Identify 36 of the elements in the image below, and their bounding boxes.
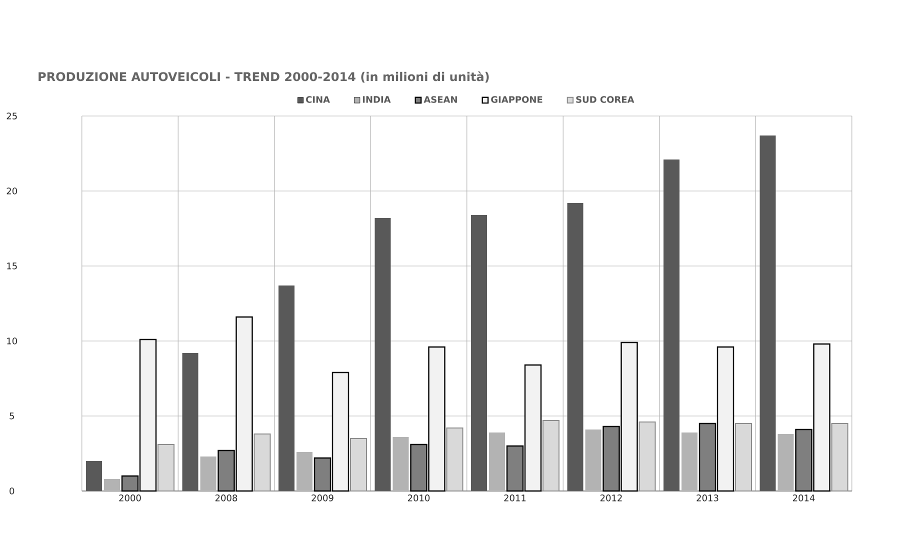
bar: [682, 432, 698, 491]
legend-label: INDIA: [362, 96, 391, 103]
bar: [664, 159, 680, 491]
x-tick-label: 2012: [600, 494, 622, 502]
legend-label: GIAPPONE: [491, 96, 542, 103]
legend-label: SUD COREA: [576, 96, 634, 103]
y-tick-label: 20: [6, 188, 18, 194]
bar: [778, 434, 794, 491]
bar: [471, 214, 488, 491]
bar: [567, 203, 584, 491]
x-tick-label: 2000: [119, 494, 141, 502]
bar: [374, 218, 391, 491]
bar: [392, 437, 409, 491]
y-tick-label: 5: [10, 412, 14, 420]
x-tick-label: 2010: [408, 494, 430, 502]
x-tick-label: 2009: [312, 494, 334, 502]
bar: [278, 286, 295, 491]
bar: [200, 456, 216, 491]
y-tick-label: 0: [10, 488, 14, 494]
y-tick-label: 25: [6, 112, 17, 120]
x-tick-label: 2013: [696, 494, 718, 502]
bar: [585, 430, 602, 491]
legend-label: ASEAN: [424, 96, 457, 103]
x-tick-label: 2014: [792, 494, 815, 502]
bar: [489, 432, 506, 491]
bar: [86, 461, 102, 491]
x-tick-label: 2008: [215, 494, 238, 502]
chart-title: PRODUZIONE AUTOVEICOLI - TREND 2000-2014 (in milioni di unità): [38, 71, 489, 83]
y-tick-label: 15: [7, 262, 17, 270]
bar: [104, 479, 120, 491]
bar: [182, 353, 198, 491]
bar: [296, 452, 313, 491]
y-tick-label: 10: [7, 338, 18, 344]
legend-label: CINA: [306, 96, 330, 103]
x-tick-label: 2011: [504, 494, 526, 502]
bar: [760, 136, 776, 491]
